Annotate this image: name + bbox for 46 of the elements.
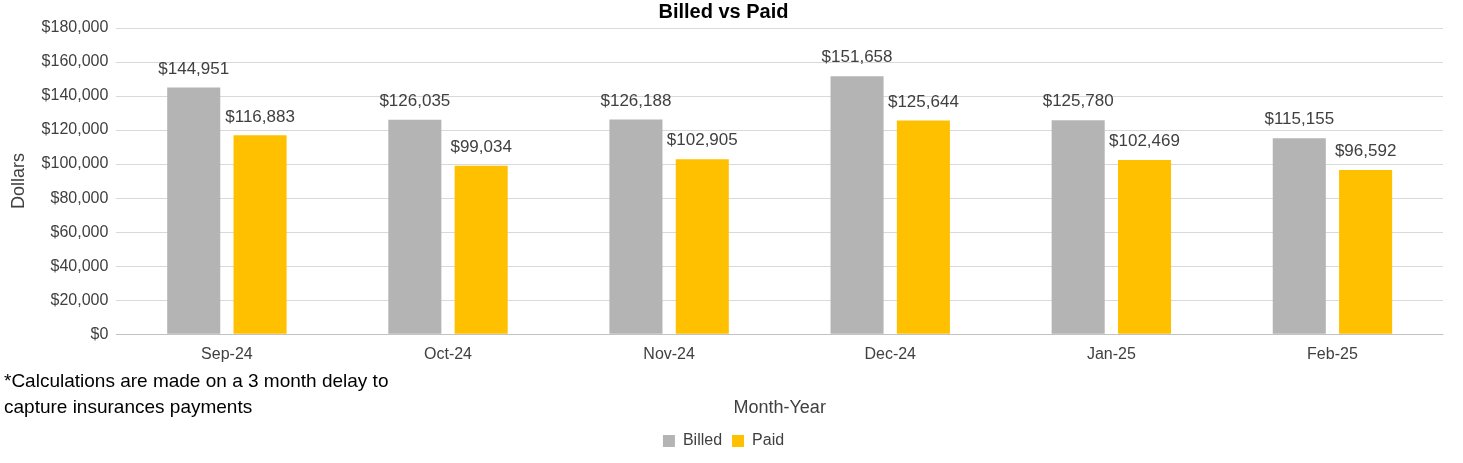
legend-label: Paid (752, 431, 785, 449)
x-tick-label: Sep-24 (201, 345, 253, 363)
x-tick-label: Jan-25 (1086, 345, 1136, 363)
y-axis-title: Dollars (7, 153, 28, 210)
data-label: $96,592 (1334, 141, 1397, 161)
data-label: $126,035 (379, 90, 451, 110)
y-tick-label: $20,000 (50, 290, 109, 308)
bar (830, 76, 884, 334)
legend-label: Billed (682, 431, 723, 449)
bar (1272, 138, 1326, 334)
y-tick-label: $160,000 (41, 52, 109, 70)
y-tick-label: $180,000 (41, 18, 109, 36)
text: *Calculations are made on a 3 month delay to capture insurances payments (4, 369, 390, 419)
data-label: $151,658 (821, 47, 893, 67)
bar (1339, 169, 1393, 334)
bar (609, 119, 663, 334)
data-label: $102,905 (666, 130, 738, 150)
bar (675, 159, 729, 334)
bar (1051, 120, 1105, 334)
bar (454, 165, 508, 334)
bar (388, 119, 442, 334)
data-label: $115,155 (1264, 109, 1335, 129)
y-tick-label: $100,000 (41, 154, 109, 172)
data-label: $126,188 (600, 90, 672, 110)
y-tick-label: $40,000 (50, 256, 109, 274)
x-tick-label: Nov-24 (643, 345, 695, 363)
bar (1117, 159, 1172, 334)
y-tick-label: $0 (90, 324, 109, 342)
bar (233, 135, 287, 334)
bar (167, 87, 221, 334)
data-label: $99,034 (450, 136, 512, 156)
x-tick-label: Feb-25 (1307, 345, 1358, 363)
y-tick-label: $80,000 (50, 188, 109, 206)
data-label: $125,780 (1042, 91, 1114, 111)
x-axis-title: Month-Year (733, 397, 826, 418)
y-tick-label: $120,000 (41, 120, 109, 138)
bar (896, 120, 950, 334)
y-tick-label: $60,000 (50, 222, 109, 240)
data-label: $125,644 (887, 91, 959, 111)
x-tick-label: Oct-24 (423, 345, 473, 363)
x-tick-label: Dec-24 (864, 345, 917, 363)
chart-title: Billed vs Paid (658, 0, 789, 22)
data-label: $144,951 (158, 58, 230, 78)
y-tick-label: $140,000 (41, 86, 109, 104)
data-label: $102,469 (1109, 131, 1180, 151)
data-label: $116,883 (225, 106, 295, 126)
